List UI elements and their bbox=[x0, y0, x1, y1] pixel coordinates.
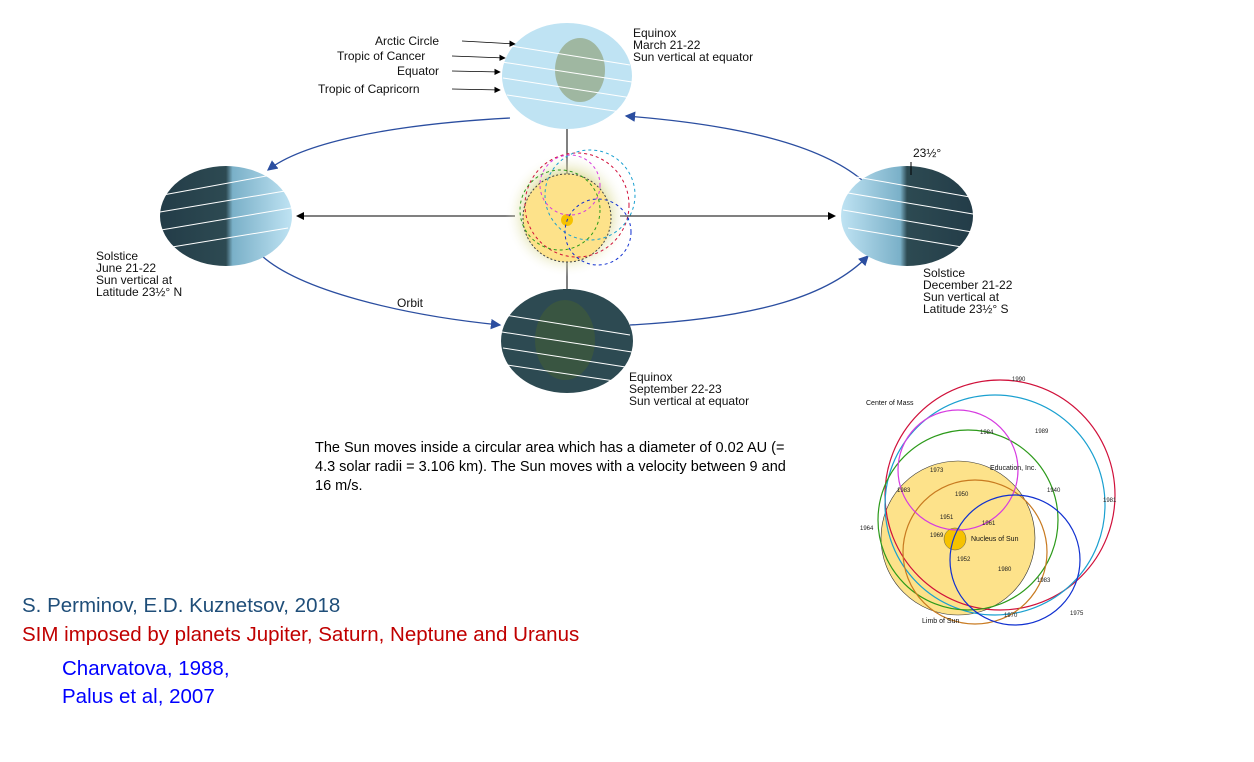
line: Latitude 23½° N bbox=[96, 285, 183, 299]
year-label: 1952 bbox=[957, 557, 971, 563]
year-label: 1951 bbox=[940, 515, 954, 521]
year-label: 1970 bbox=[1004, 613, 1018, 619]
label-solstice-june: Solstice June 21-22 Sun vertical at Lati… bbox=[96, 250, 182, 298]
year-label: 1950 bbox=[955, 492, 969, 498]
label-limb-of-sun: Limb of Sun bbox=[922, 618, 960, 625]
label-nucleus-of-sun: Nucleus of Sun bbox=[971, 536, 1019, 543]
orbit-path bbox=[261, 111, 869, 330]
line: Solstice bbox=[96, 249, 139, 263]
earth-globe-september bbox=[501, 289, 633, 393]
line: Sun vertical at equator bbox=[629, 394, 750, 408]
line: Latitude 23½° S bbox=[923, 302, 1009, 316]
line: June 21-22 bbox=[96, 261, 157, 275]
year-label: 1989 bbox=[1035, 429, 1049, 435]
line: Equinox bbox=[633, 26, 677, 40]
label-orbit: Orbit bbox=[397, 296, 424, 310]
citation-subtitle: SIM imposed by planets Jupiter, Saturn, … bbox=[22, 623, 580, 646]
label-arctic-circle: Arctic Circle bbox=[375, 34, 440, 48]
earth-globe-march bbox=[501, 23, 633, 129]
year-label: 1981 bbox=[1103, 498, 1117, 504]
label-tropic-capricorn: Tropic of Capricorn bbox=[318, 82, 420, 96]
label-center-of-mass: Center of Mass bbox=[866, 400, 914, 407]
year-label: 1984 bbox=[980, 430, 994, 436]
label-equinox-march: Equinox March 21-22 Sun vertical at equa… bbox=[633, 27, 753, 63]
line: Sun vertical at bbox=[923, 290, 1000, 304]
latitude-pointers bbox=[451, 40, 516, 94]
credit: Education, Inc. bbox=[990, 465, 1037, 472]
line: Solstice bbox=[923, 266, 966, 280]
year-label: 1983 bbox=[1037, 578, 1051, 584]
label-tropic-cancer: Tropic of Cancer bbox=[337, 49, 426, 63]
line: Sun vertical at bbox=[96, 273, 173, 287]
year-label: 1969 bbox=[930, 533, 944, 539]
description-text: The Sun moves inside a circular area whi… bbox=[315, 440, 786, 494]
label-solstice-december: Solstice December 21-22 Sun vertical at … bbox=[923, 267, 1012, 315]
citation-ref-2: Palus et al, 2007 bbox=[62, 685, 215, 708]
line: March 21-22 bbox=[633, 38, 701, 52]
year-label: 1980 bbox=[998, 567, 1012, 573]
year-label: 1975 bbox=[1070, 611, 1084, 617]
center-sun-sim bbox=[505, 149, 636, 277]
sim-plot bbox=[877, 379, 1116, 626]
line: December 21-22 bbox=[923, 278, 1013, 292]
year-label: 1990 bbox=[1012, 377, 1026, 383]
year-label: 1940 bbox=[1047, 488, 1061, 494]
earth-globe-june bbox=[159, 166, 292, 266]
line: Equinox bbox=[629, 370, 673, 384]
year-label: 1983 bbox=[897, 488, 911, 494]
line: Sun vertical at equator bbox=[633, 50, 754, 64]
year-label: 1973 bbox=[930, 468, 944, 474]
year-label: 1961 bbox=[982, 521, 996, 527]
citation-authors: S. Perminov, E.D. Kuznetsov, 2018 bbox=[22, 594, 341, 617]
label-tilt: 23½° bbox=[913, 146, 942, 160]
line: September 22-23 bbox=[629, 382, 722, 396]
citation-ref-1: Charvatova, 1988, bbox=[62, 657, 230, 680]
label-equinox-september: Equinox September 22-23 Sun vertical at … bbox=[629, 371, 749, 407]
label-equator: Equator bbox=[397, 64, 440, 78]
earth-globe-december bbox=[841, 162, 974, 266]
year-label: 1964 bbox=[860, 526, 874, 532]
